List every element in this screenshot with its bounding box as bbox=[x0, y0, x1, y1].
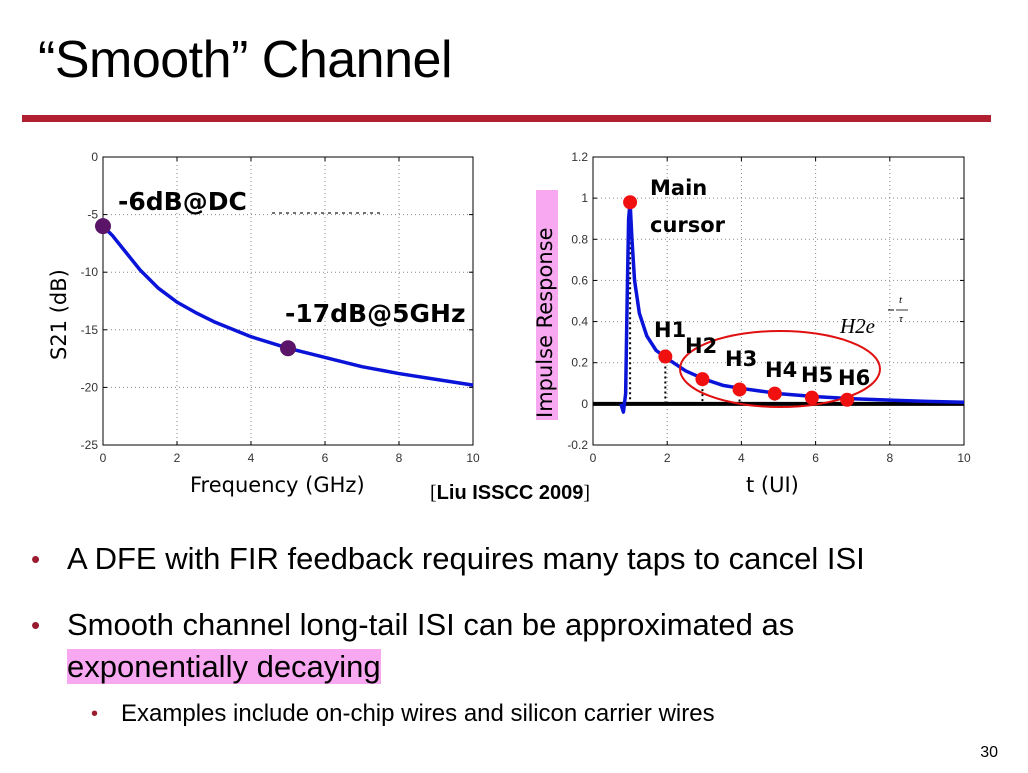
impulse-ytick-label: 0.8 bbox=[571, 232, 588, 246]
page-number: 30 bbox=[980, 744, 998, 761]
main-cursor-label-line2: cursor bbox=[650, 213, 726, 237]
citation-text: Liu ISSCC 2009 bbox=[436, 482, 584, 504]
sub-bullet-1: • Examples include on-chip wires and sil… bbox=[91, 699, 715, 729]
impulse-xtick-label: 6 bbox=[812, 451, 819, 465]
citation: [Liu ISSCC 2009] bbox=[430, 482, 590, 505]
impulse-marker bbox=[732, 382, 747, 397]
impulse-xtick-label: 8 bbox=[886, 451, 893, 465]
s21-xtick-label: 0 bbox=[100, 451, 107, 465]
s21-ticks: 0 2 4 6 8 10 0 -5 -10 -15 -20 -25 bbox=[81, 150, 480, 465]
s21-marker bbox=[280, 340, 296, 357]
impulse-ytick-label: 0.6 bbox=[571, 273, 588, 287]
s21-curve bbox=[101, 224, 474, 387]
impulse-xtick-label: 2 bbox=[664, 451, 671, 465]
s21-plot-frame bbox=[102, 156, 474, 446]
formula: H2e t τ bbox=[839, 294, 908, 338]
formula-base: H2e bbox=[839, 314, 875, 338]
bullet-1-text: A DFE with FIR feedback requires many ta… bbox=[67, 541, 865, 576]
impulse-marker bbox=[804, 390, 819, 405]
cursor-markers bbox=[623, 195, 855, 407]
impulse-ytick-label: 1.2 bbox=[571, 150, 588, 164]
impulse-xtick-label: 0 bbox=[590, 451, 597, 465]
main-cursor-label-line1: Main bbox=[650, 176, 707, 200]
bullet-1: • A DFE with FIR feedback requires many … bbox=[31, 538, 865, 580]
title-rule bbox=[22, 115, 991, 122]
formula-numerator: t bbox=[899, 294, 903, 306]
annotation-dc: -6dB@DC bbox=[118, 187, 247, 216]
s21-xtick-label: 4 bbox=[248, 451, 255, 465]
impulse-marker bbox=[695, 372, 710, 387]
impulse-xtick-label: 10 bbox=[957, 451, 971, 465]
s21-ytick-label: -20 bbox=[81, 380, 99, 394]
s21-ytick-label: -15 bbox=[81, 323, 99, 337]
impulse-marker bbox=[658, 349, 673, 364]
s21-xtick-label: 6 bbox=[322, 451, 329, 465]
s21-xtick-label: 2 bbox=[174, 451, 181, 465]
sub-bullet-1-text: Examples include on-chip wires and silic… bbox=[121, 700, 715, 727]
impulse-marker bbox=[623, 195, 638, 210]
impulse-xlabel: t (UI) bbox=[746, 473, 799, 497]
impulse-ytick-label: 0 bbox=[581, 397, 588, 411]
s21-chart: 0 2 4 6 8 10 0 -5 -10 -15 -20 -25 -6dB@DC -17dB@5GH… bbox=[47, 150, 480, 497]
s21-ylabel: S21 (dB) bbox=[47, 269, 71, 360]
h6-label: H6 bbox=[838, 366, 870, 390]
h5-label: H5 bbox=[801, 363, 833, 387]
formula-denominator: τ bbox=[899, 313, 904, 325]
impulse-ytick-label: 1 bbox=[581, 191, 588, 205]
s21-marker bbox=[95, 218, 111, 235]
citation-close: ] bbox=[583, 482, 591, 504]
h1-label: H1 bbox=[654, 318, 686, 342]
impulse-xtick-label: 4 bbox=[738, 451, 745, 465]
tail-highlight-ellipse bbox=[679, 330, 881, 408]
impulse-ylabel: Impulse Response bbox=[533, 227, 557, 418]
s21-ytick-label: -10 bbox=[81, 265, 99, 279]
bullet-2-text: Smooth channel long-tail ISI can be appr… bbox=[67, 607, 795, 642]
bullet-dot: • bbox=[91, 703, 99, 725]
bullet-2-highlight: exponentially decaying bbox=[67, 649, 381, 684]
impulse-marker bbox=[840, 392, 855, 407]
citation-open: [ bbox=[430, 482, 437, 504]
bullet-dot: • bbox=[31, 544, 41, 574]
page-title: “Smooth” Channel bbox=[38, 31, 453, 89]
s21-ytick-label: -5 bbox=[87, 208, 98, 222]
impulse-marker bbox=[767, 386, 782, 401]
s21-ytick-label: 0 bbox=[91, 150, 98, 164]
s21-xlabel: Frequency (GHz) bbox=[190, 473, 365, 497]
h4-label: H4 bbox=[765, 358, 797, 382]
impulse-chart: 0 2 4 6 8 101.210.80.60.40.20-0.2 Impulse Res… bbox=[533, 150, 971, 497]
h2-label: H2 bbox=[685, 334, 717, 358]
ylabel-highlight bbox=[536, 190, 558, 420]
h3-label: H3 bbox=[725, 347, 757, 371]
impulse-ticks: 0 2 4 6 8 101.210.80.60.40.20-0.2 bbox=[567, 150, 971, 465]
s21-xtick-label: 8 bbox=[396, 451, 403, 465]
s21-grid bbox=[103, 157, 473, 445]
annotation-5ghz: -17dB@5GHz bbox=[285, 299, 466, 328]
s21-xtick-label: 10 bbox=[466, 451, 480, 465]
impulse-ytick-label: 0.4 bbox=[571, 315, 588, 329]
bullet-2: • Smooth channel long-tail ISI can be ap… bbox=[31, 604, 967, 688]
s21-markers bbox=[95, 218, 296, 357]
s21-ytick-label: -25 bbox=[81, 438, 99, 452]
impulse-ytick-label: 0.2 bbox=[571, 356, 588, 370]
impulse-ytick-label: -0.2 bbox=[567, 438, 588, 452]
bullet-dot: • bbox=[31, 610, 41, 640]
